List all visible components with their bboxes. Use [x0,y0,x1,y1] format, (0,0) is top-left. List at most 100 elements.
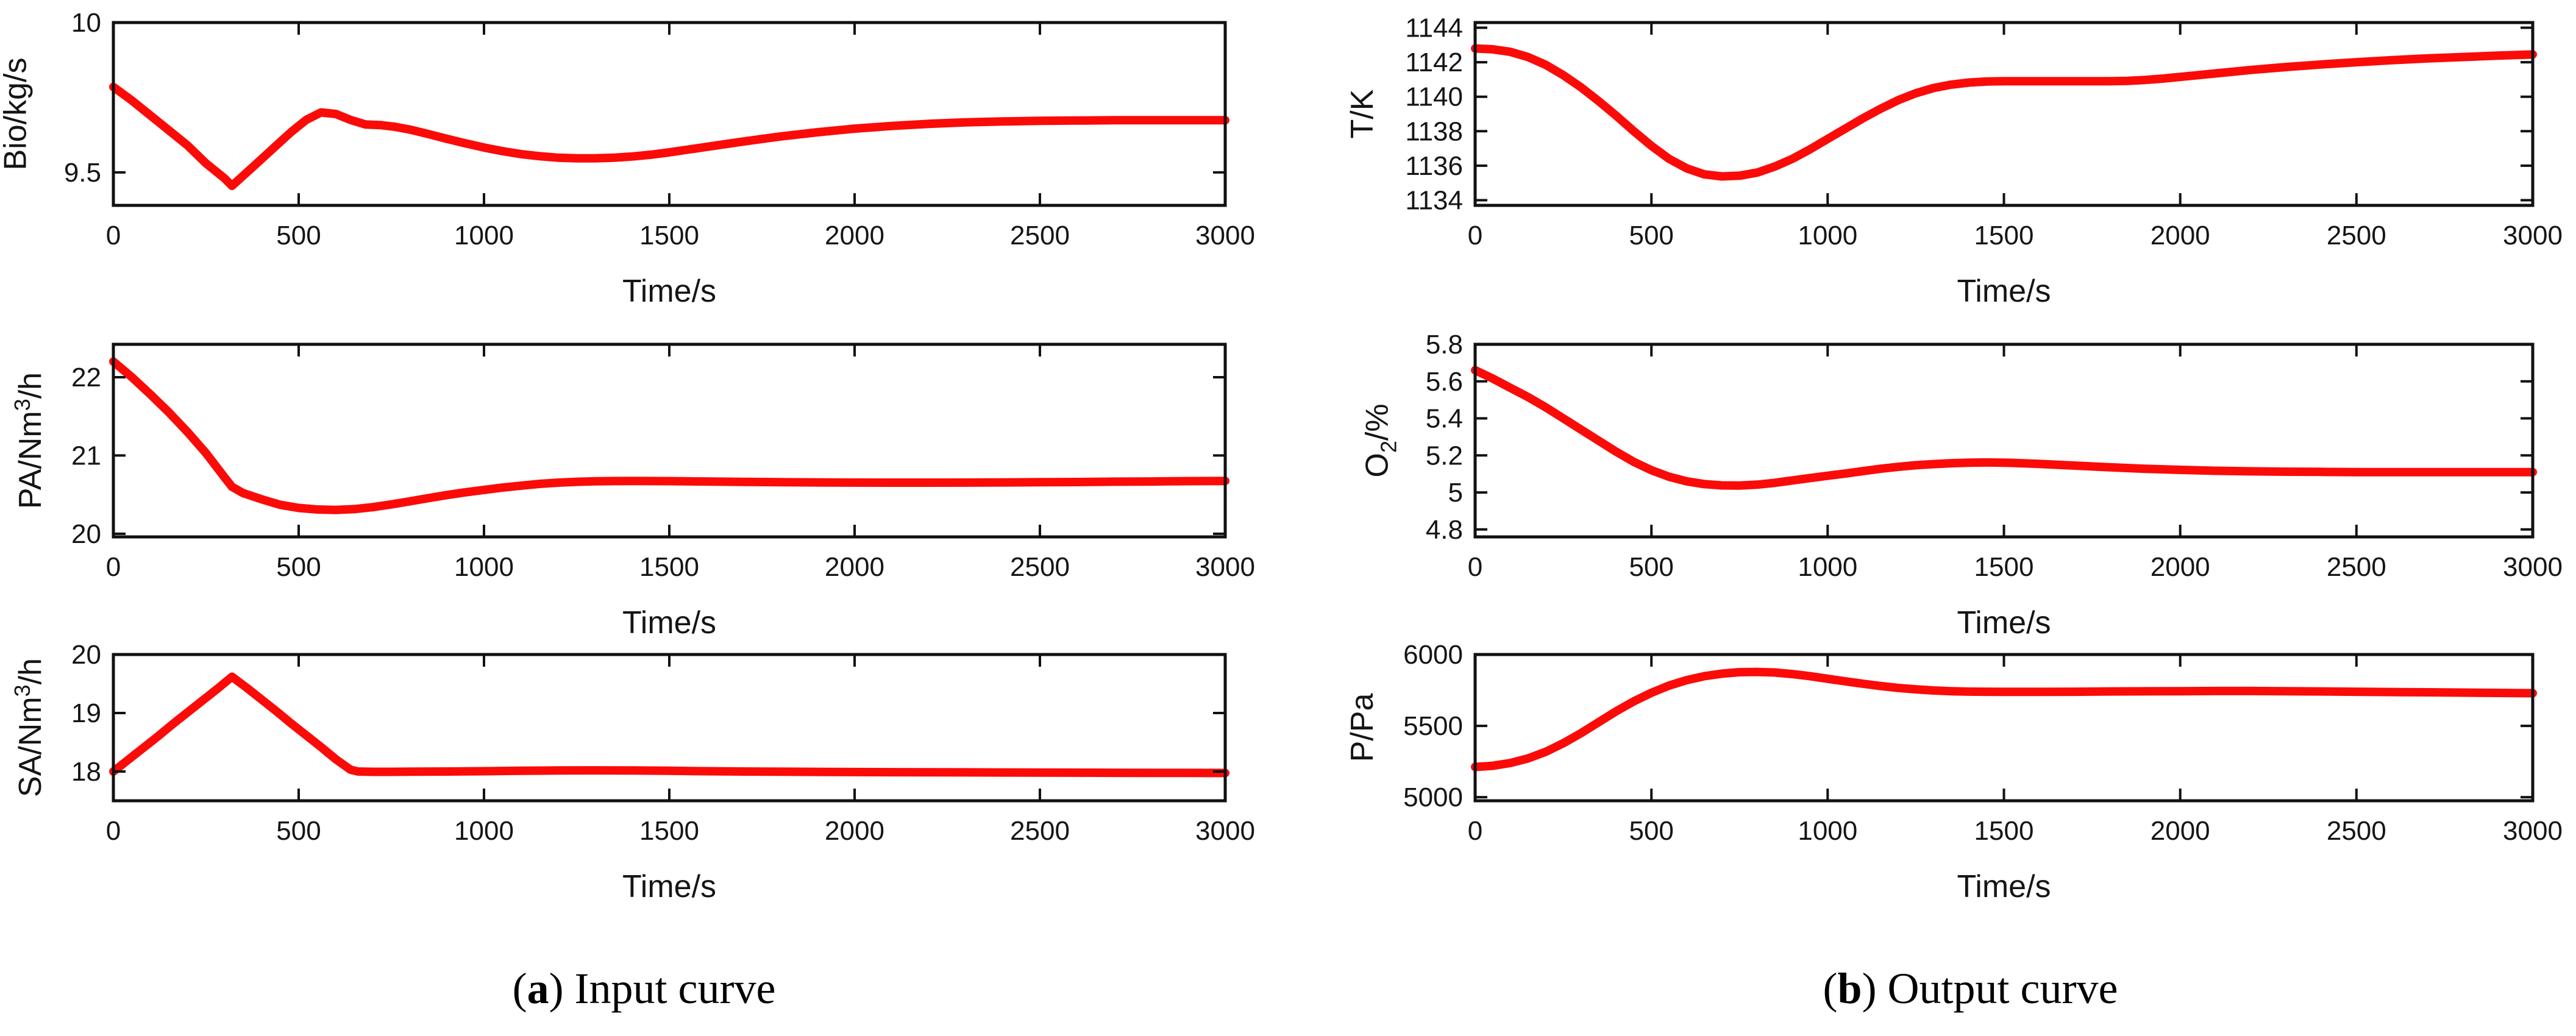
x-tick-label: 1000 [1798,221,1857,250]
plot-frame [112,653,1227,803]
x-tick-label: 1000 [454,221,514,250]
chart-bio: 0 500 1000 1500 2000 2500 3000 9.5 10 Time/s Bio/k… [0,8,1255,309]
x-tick-label: 2500 [1010,221,1070,250]
y-tick-label: 20 [71,519,101,549]
data-curve [1471,366,2537,490]
x-tick-label: 1500 [1974,816,2034,846]
x-tick-label: 2500 [2327,816,2386,846]
y-tick-label: 1134 [1405,186,1463,216]
y-tick-label: 20 [71,640,101,670]
x-tick-label: 2500 [1010,816,1070,846]
y-tick-label: 5000 [1403,782,1463,812]
y-tick-label: 5 [1448,478,1463,508]
data-curve [1471,44,2537,181]
y-tick-label: 19 [71,698,101,728]
x-tick-label: 1500 [639,221,699,250]
x-tick-label: 1500 [639,552,699,582]
x-axis-label: Time/s [622,869,716,904]
x-axis-label: Time/s [622,605,716,634]
x-axis-label: Time/s [622,274,716,309]
x-tick-label: 1000 [454,816,514,846]
x-tick-label: 0 [106,221,121,250]
x-tick-label: 0 [1468,552,1482,582]
x-tick-label: 2500 [2327,221,2386,250]
x-tick-label: 2000 [2151,221,2210,250]
plot-frame [112,21,1227,207]
x-tick-label: 2000 [825,221,884,250]
x-tick-label: 3000 [2503,816,2563,846]
y-tick-label: 1138 [1405,116,1463,146]
chart-pressure: 0 500 1000 1500 2000 2500 3000 5000 5500 6000 Time… [1345,640,2563,904]
chart-o2: 0 500 1000 1500 2000 2500 3000 4.8 5 5.2 5.4 5.6 5.8… [1360,330,2563,634]
x-axis-label: Time/s [1957,274,2051,309]
y-tick-label: 18 [71,757,101,787]
y-axis-label: Bio/kg/s [0,58,34,171]
y-tick-label: 5.2 [1426,441,1463,470]
x-tick-label: 3000 [2503,221,2563,250]
chart-sa: 0 500 1000 1500 2000 2500 3000 18 19 20 Time/s SA/N… [10,640,1255,904]
y-tick-label: 1136 [1405,151,1463,181]
x-tick-label: 1000 [1798,552,1857,582]
plot-frame [1473,342,2535,539]
x-tick-label: 500 [276,221,321,250]
subplot-temperature-output: 0 500 1000 1500 2000 2500 3000 1134 1136 1138 1140… [1288,0,2576,317]
caption-a-text: ) Input curve [549,964,776,1013]
x-tick-label: 3000 [2503,552,2563,582]
y-tick-label: 22 [71,363,101,392]
caption-b-text: ) Output curve [1862,964,2118,1013]
x-axis-label: Time/s [1957,869,2051,904]
caption-output-curve: (b) Output curve [1326,960,2576,1018]
x-tick-label: 500 [1629,816,1673,846]
x-tick-label: 0 [1468,816,1482,846]
x-tick-label: 500 [1629,221,1673,250]
plot-frame [1473,21,2535,207]
caption-a-letter: a [527,964,549,1013]
x-tick-label: 0 [106,816,121,846]
x-tick-label: 2500 [1010,552,1070,582]
caption-b-prefix: ( [1823,964,1838,1013]
y-tick-label: 9.5 [64,158,101,188]
x-tick-label: 500 [276,816,321,846]
subplot-primary-air-input: 0 500 1000 1500 2000 2500 3000 20 21 22 Time/s PA/N… [0,317,1288,634]
data-curve [1471,667,2537,772]
data-curve [109,672,1229,778]
caption-a-prefix: ( [512,964,527,1013]
y-tick-label: 6000 [1403,640,1463,670]
y-tick-label: 5500 [1403,711,1463,741]
y-axis-label: SA/Nm3/h [10,658,48,797]
x-tick-label: 3000 [1195,221,1255,250]
x-tick-label: 2000 [825,552,884,582]
subplot-bio-input: 0 500 1000 1500 2000 2500 3000 9.5 10 Time/s Bio/k… [0,0,1288,317]
caption-input-curve: (a) Input curve [0,960,1288,1018]
x-tick-label: 2000 [2151,552,2210,582]
y-axis-label: PA/Nm3/h [10,372,48,509]
y-tick-label: 5.8 [1426,330,1463,360]
x-tick-label: 1500 [1974,221,2034,250]
y-tick-label: 1142 [1405,48,1463,77]
x-tick-label: 1000 [1798,816,1857,846]
x-tick-label: 2000 [2151,816,2210,846]
x-tick-label: 500 [276,552,321,582]
y-tick-label: 5.4 [1426,404,1463,434]
x-tick-label: 3000 [1195,552,1255,582]
y-tick-label: 5.6 [1426,367,1463,397]
x-tick-label: 1000 [454,552,514,582]
y-axis-label: P/Pa [1345,694,1380,762]
y-tick-label: 1144 [1405,13,1463,43]
subplot-secondary-air-input: 0 500 1000 1500 2000 2500 3000 18 19 20 Time/s SA/N… [0,634,1288,926]
x-tick-label: 2000 [825,816,884,846]
plot-frame [1473,653,2535,803]
x-tick-label: 1500 [1974,552,2034,582]
x-axis-label: Time/s [1957,605,2051,634]
y-tick-label: 1140 [1405,82,1463,112]
x-tick-label: 2500 [2327,552,2386,582]
data-curve [109,82,1229,190]
subplot-pressure-output: 0 500 1000 1500 2000 2500 3000 5000 5500 6000 Time… [1288,634,2576,926]
x-tick-label: 0 [106,552,121,582]
chart-pa: 0 500 1000 1500 2000 2500 3000 20 21 22 Time/s PA/N… [10,342,1255,634]
x-tick-label: 3000 [1195,816,1255,846]
chart-temperature: 0 500 1000 1500 2000 2500 3000 1134 1136 1138 1140… [1345,13,2563,310]
subplot-oxygen-output: 0 500 1000 1500 2000 2500 3000 4.8 5 5.2 5.4 5.6 5.8… [1288,317,2576,634]
y-tick-label: 21 [71,441,101,470]
